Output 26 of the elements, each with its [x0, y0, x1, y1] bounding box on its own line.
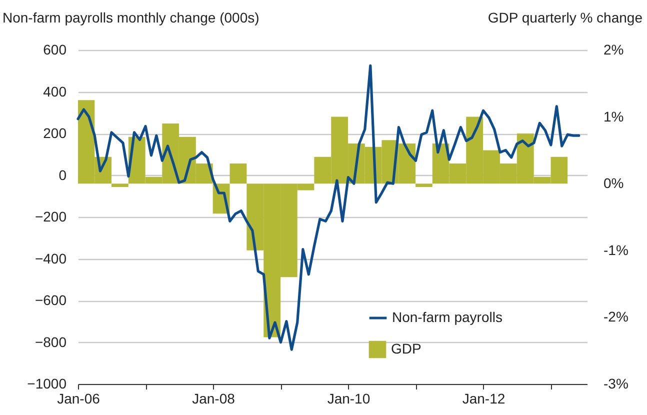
- y2-tick-label: 0%: [604, 175, 624, 192]
- x-tick-label: Jan-12: [462, 390, 506, 406]
- y-tick-label: −400: [34, 250, 67, 266]
- y2-tick-label: -1%: [604, 242, 628, 258]
- y-tick-label: −800: [34, 334, 67, 350]
- bar: [416, 184, 432, 187]
- legend-label: GDP: [391, 340, 422, 356]
- y-tick-label: 400: [43, 83, 67, 100]
- y2-tick-label: 1%: [604, 108, 624, 124]
- x-tick-label: Jan-06: [57, 390, 100, 406]
- y2-tick-label: -3%: [604, 376, 628, 392]
- y-tick-label: 200: [43, 125, 67, 141]
- y-tick-label: −200: [34, 208, 67, 224]
- y2-tick-label: -2%: [604, 308, 628, 325]
- x-tick-label: Jan-08: [192, 390, 236, 406]
- y-axis-title: Non-farm payrolls monthly change (000s): [2, 10, 260, 26]
- bar: [230, 164, 247, 184]
- y-tick-label: −600: [34, 292, 67, 308]
- y-tick-label: 0: [58, 166, 67, 183]
- y2-tick-label: 2%: [604, 42, 624, 58]
- bar: [111, 184, 128, 187]
- legend-label: Non-farm payrolls: [392, 309, 502, 325]
- y-tick-label: 600: [43, 42, 67, 58]
- x-tick-label: Jan-10: [327, 390, 370, 406]
- y2-axis-title: GDP quarterly % change: [488, 10, 643, 26]
- y-tick-label: −1000: [27, 376, 67, 392]
